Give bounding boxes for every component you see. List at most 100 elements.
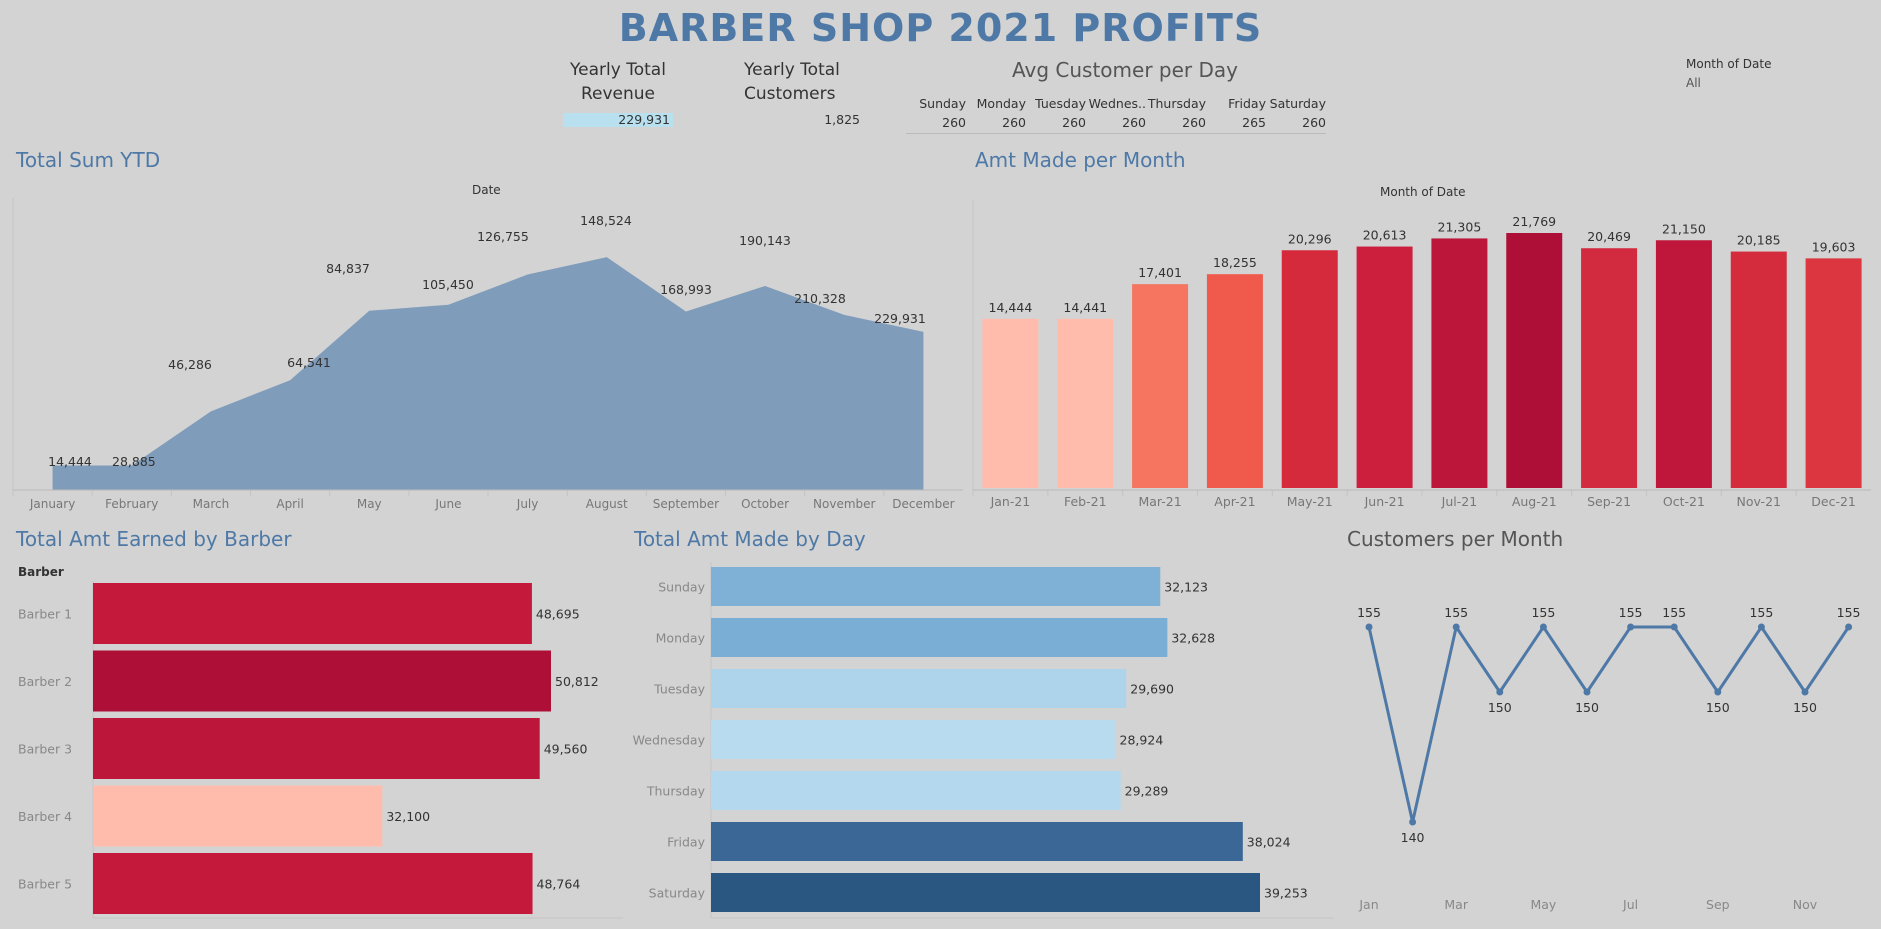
monthly-bar [1581, 248, 1638, 488]
monthly-bar [1132, 284, 1189, 488]
customers-data-label: 155 [1749, 605, 1773, 620]
ytd-data-label: 168,993 [660, 282, 712, 297]
day-data-label: 29,289 [1125, 784, 1169, 799]
barber-data-label: 50,812 [555, 674, 599, 689]
customers-data-label: 155 [1837, 605, 1861, 620]
revenue-label-line2: Revenue [580, 84, 656, 104]
barber-axis-header: Barber [18, 565, 64, 579]
barber-category-label: Barber 4 [18, 809, 72, 824]
customers-point [1452, 623, 1460, 631]
customers-point [1845, 623, 1853, 631]
customers-data-label: 155 [1444, 605, 1468, 620]
day-bar [711, 720, 1116, 759]
customers-data-label: 150 [1575, 700, 1599, 715]
ytd-data-label: 64,541 [287, 355, 331, 370]
monthly-x-tick-label: Dec-21 [1811, 494, 1856, 509]
customers-data-label: 150 [1706, 700, 1730, 715]
customers-data-label: 150 [1793, 700, 1817, 715]
customers-data-label: 155 [1531, 605, 1555, 620]
barber-bar [93, 853, 533, 914]
monthly-data-label: 21,305 [1438, 219, 1482, 234]
customers-x-tick-label: Sep [1706, 897, 1730, 912]
ytd-x-tick-label: August [586, 497, 628, 511]
ytd-x-tick-label: January [29, 497, 76, 511]
revenue-label-line1: Yearly Total [570, 60, 666, 80]
ytd-data-label: 126,755 [477, 229, 529, 244]
day-bar [711, 567, 1161, 606]
day-bar [711, 618, 1168, 657]
customers-point [1627, 623, 1635, 631]
day-category-label: Wednesday [633, 733, 706, 748]
customers-x-tick-label: Jan [1358, 897, 1378, 912]
day-bar [711, 771, 1121, 810]
barber-category-label: Barber 1 [18, 607, 72, 622]
ytd-data-label: 190,143 [739, 233, 791, 248]
avg-day-header: Tuesday [1035, 96, 1086, 111]
barber-data-label: 48,764 [537, 877, 581, 892]
monthly-bar [1281, 250, 1338, 488]
ytd-data-label: 105,450 [422, 277, 474, 292]
avg-customer-title: Avg Customer per Day [1012, 58, 1238, 82]
monthly-bar [982, 318, 1039, 488]
day-data-label: 39,253 [1264, 886, 1308, 901]
customers-point [1583, 688, 1591, 696]
monthly-bar [1057, 318, 1114, 488]
monthly-bar [1206, 274, 1263, 488]
monthly-x-header: Month of Date [1380, 185, 1466, 199]
customers-x-tick-label: Mar [1444, 897, 1468, 912]
monthly-data-label: 17,401 [1138, 265, 1182, 280]
ytd-x-tick-label: October [741, 497, 789, 511]
ytd-data-label: 28,885 [112, 454, 156, 469]
ytd-x-tick-label: September [653, 497, 719, 511]
barber-category-label: Barber 3 [18, 742, 72, 757]
avg-table-divider [906, 133, 1326, 134]
monthly-x-tick-label: Jun-21 [1364, 494, 1405, 509]
customers-kpi-value: 1,825 [824, 112, 860, 127]
monthly-bar [1655, 240, 1712, 488]
customers-point [1757, 623, 1765, 631]
monthly-data-label: 14,441 [1063, 300, 1107, 315]
revenue-kpi-label: Yearly Total Revenue [558, 58, 678, 106]
ytd-data-label: 84,837 [326, 261, 370, 276]
avg-day-header: Friday [1228, 96, 1266, 111]
ytd-x-tick-label: June [434, 497, 461, 511]
monthly-x-tick-label: Aug-21 [1512, 494, 1557, 509]
customers-point [1539, 623, 1547, 631]
customers-chart-title: Customers per Month [1347, 527, 1564, 551]
day-bar [711, 669, 1127, 708]
ytd-data-label: 210,328 [794, 291, 846, 306]
monthly-data-label: 18,255 [1213, 255, 1257, 270]
day-data-label: 38,024 [1247, 835, 1291, 850]
monthly-x-tick-label: Mar-21 [1138, 494, 1181, 509]
dashboard-title: BARBER SHOP 2021 PROFITS [618, 6, 1263, 50]
customers-x-tick-label: Jul [1622, 897, 1638, 912]
customers-point [1801, 688, 1809, 696]
monthly-data-label: 14,444 [989, 300, 1033, 315]
avg-day-value: 260 [1182, 115, 1206, 130]
day-data-label: 32,123 [1164, 580, 1208, 595]
monthly-bar [1506, 233, 1563, 488]
day-category-label: Thursday [646, 784, 706, 799]
customers-point [1496, 688, 1504, 696]
customers-data-label: 155 [1357, 605, 1381, 620]
customers-kpi-label: Yearly Total Customers [744, 58, 864, 106]
month-filter-label: Month of Date [1686, 57, 1772, 71]
ytd-x-tick-label: November [813, 497, 875, 511]
barber-data-label: 32,100 [386, 809, 430, 824]
ytd-data-label: 148,524 [580, 213, 632, 228]
ytd-x-tick-label: July [516, 497, 539, 511]
day-bar [711, 822, 1243, 861]
revenue-kpi-value: 229,931 [618, 112, 670, 127]
ytd-data-label: 46,286 [168, 357, 212, 372]
day-data-label: 32,628 [1171, 631, 1215, 646]
avg-day-header: Wednes.. [1088, 96, 1146, 111]
month-filter-value[interactable]: All [1686, 76, 1701, 90]
monthly-bar [1805, 258, 1862, 488]
monthly-x-tick-label: May-21 [1287, 494, 1333, 509]
monthly-x-tick-label: Oct-21 [1663, 494, 1705, 509]
barber-bar [93, 583, 532, 644]
ytd-x-tick-label: May [357, 497, 382, 511]
monthly-x-tick-label: Feb-21 [1064, 494, 1107, 509]
monthly-data-label: 19,603 [1812, 239, 1856, 254]
monthly-chart-title: Amt Made per Month [975, 148, 1186, 172]
